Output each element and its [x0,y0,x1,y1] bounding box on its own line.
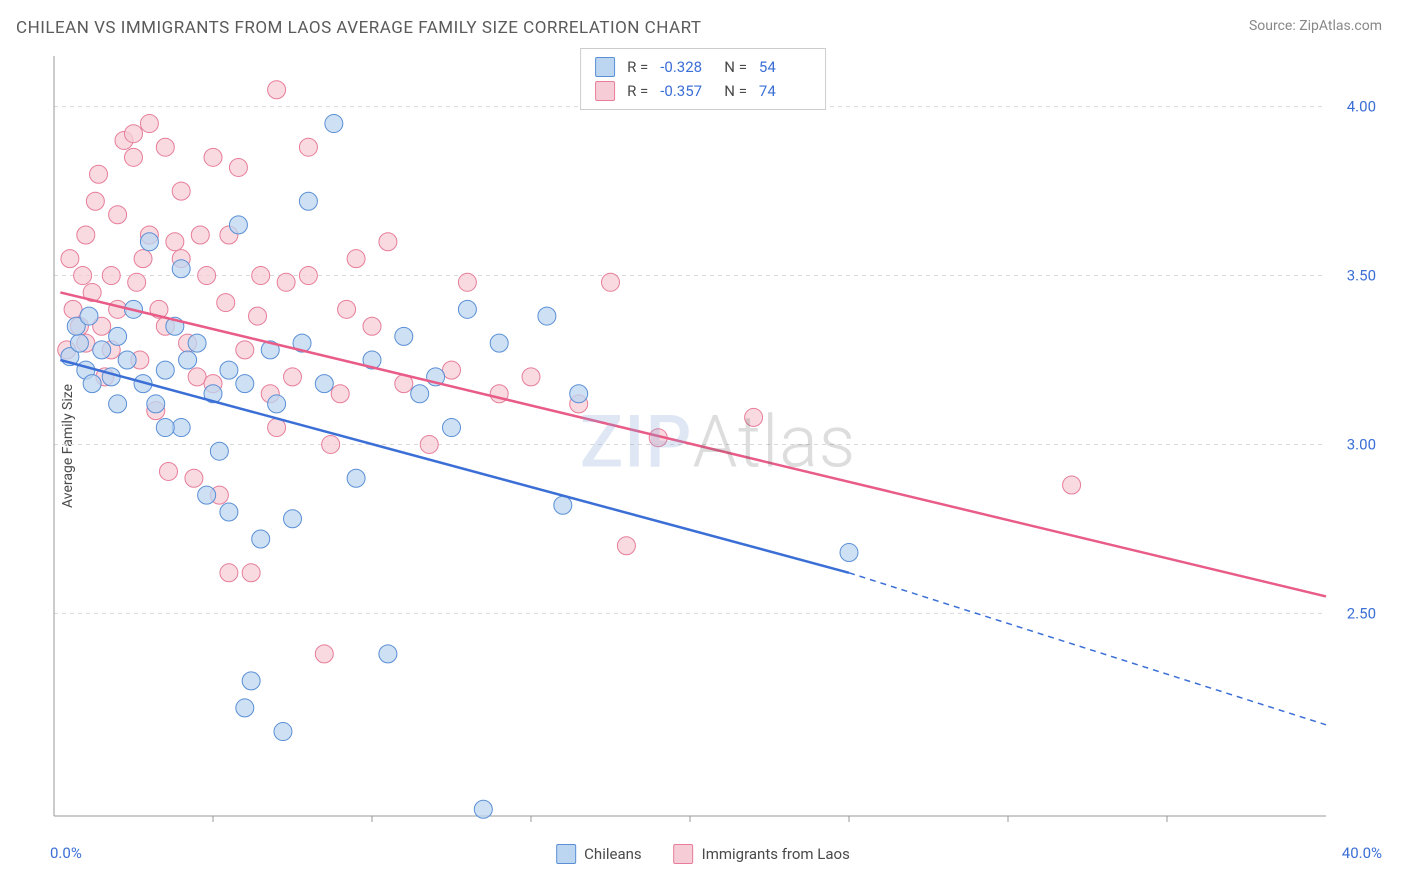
swatch-chileans-icon [556,844,576,864]
legend-item-chileans: Chileans [556,844,641,864]
x-axis-start-label: 0.0% [50,844,82,862]
svg-text:2.50: 2.50 [1347,604,1376,622]
swatch-laos-icon [674,844,694,864]
swatch-chileans-icon [595,57,615,77]
svg-text:3.50: 3.50 [1347,267,1376,285]
stats-row-laos: R = -0.357 N = 74 [595,79,811,103]
svg-text:3.00: 3.00 [1347,435,1376,453]
scatter-plot-svg: 2.50 3.00 3.50 4.00 [50,48,1386,836]
legend-label-chileans: Chileans [584,845,641,863]
chart-plot-area: 2.503.003.504.00 ZIPAtlas [50,48,1386,836]
chart-container: CHILEAN VS IMMIGRANTS FROM LAOS AVERAGE … [0,0,1406,892]
stats-legend-box: R = -0.328 N = 54 R = -0.357 N = 74 [580,48,826,110]
svg-text:4.00: 4.00 [1347,98,1376,116]
x-axis-end-label: 40.0% [1342,844,1382,862]
legend-item-laos: Immigrants from Laos [674,844,850,864]
chart-title: CHILEAN VS IMMIGRANTS FROM LAOS AVERAGE … [16,18,702,38]
stats-row-chileans: R = -0.328 N = 54 [595,55,811,79]
source-label: Source: ZipAtlas.com [1249,18,1382,34]
legend-label-laos: Immigrants from Laos [702,845,850,863]
swatch-laos-icon [595,81,615,101]
bottom-legend: Chileans Immigrants from Laos [556,844,850,864]
